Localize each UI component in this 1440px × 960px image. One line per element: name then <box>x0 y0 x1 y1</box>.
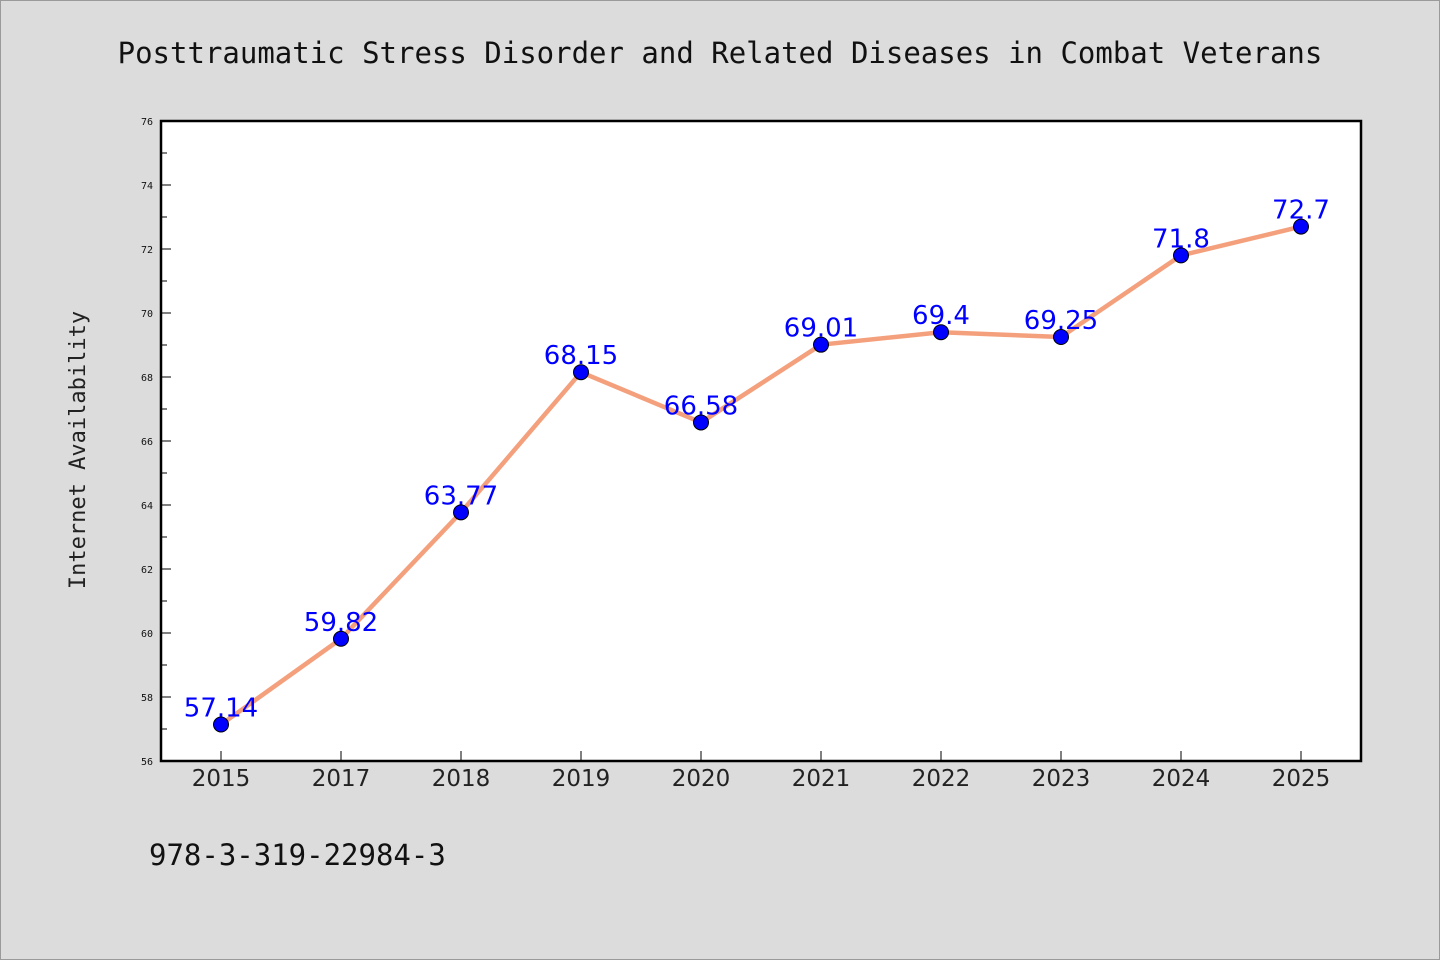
x-tick-label: 2025 <box>1272 766 1331 792</box>
x-tick-label: 2021 <box>792 766 851 792</box>
data-point <box>453 504 469 521</box>
y-tick-label: 58 <box>141 693 153 704</box>
y-tick-label: 72 <box>141 245 153 256</box>
y-tick-label: 68 <box>141 373 153 384</box>
y-tick-label: 62 <box>141 565 153 576</box>
data-point <box>813 336 829 353</box>
data-point <box>333 630 349 647</box>
data-labels: 57.14 59.82 63.77 68.15 66.58 69.01 69.4 69.25 7… <box>184 196 1330 724</box>
data-label: 63.77 <box>424 481 498 511</box>
x-tick-label: 2020 <box>672 766 731 792</box>
x-tick-label: 2019 <box>552 766 611 792</box>
x-tick-label: 2024 <box>1152 766 1211 792</box>
data-point <box>213 716 229 733</box>
y-tick-label: 76 <box>141 117 153 128</box>
data-label: 71.8 <box>1152 224 1210 254</box>
data-label: 72.7 <box>1272 196 1330 226</box>
data-label: 57.14 <box>184 694 258 724</box>
y-tick-label: 64 <box>141 501 153 512</box>
data-point <box>1053 329 1069 345</box>
chart-title: Posttraumatic Stress Disorder and Relate… <box>118 36 1323 70</box>
y-tick-label: 74 <box>141 181 153 192</box>
plot-area <box>159 119 1363 763</box>
data-label: 59.82 <box>304 608 378 638</box>
footer-text: 978-3-319-22984-3 <box>149 838 446 872</box>
y-tick-label: 60 <box>141 629 153 640</box>
y-tick-label: 70 <box>141 309 153 320</box>
y-axis-ticks: 56 58 60 62 64 66 68 70 72 74 76 <box>141 117 171 768</box>
data-point <box>933 324 949 341</box>
x-axis-ticks: 2015 2017 2018 2019 2020 2021 2022 2023 2024 2025 <box>192 751 1331 792</box>
y-tick-label: 56 <box>141 757 153 768</box>
data-label: 69.25 <box>1024 306 1098 336</box>
data-label: 69.4 <box>912 301 970 331</box>
data-point <box>573 364 589 381</box>
data-label: 68.15 <box>544 341 618 371</box>
data-label: 69.01 <box>784 314 858 344</box>
data-label: 66.58 <box>664 391 738 421</box>
y-axis-label: Internet Availability <box>66 311 91 589</box>
x-tick-label: 2022 <box>912 766 971 792</box>
series-line <box>218 224 1304 727</box>
data-point <box>693 414 709 431</box>
data-point <box>1173 247 1189 264</box>
y-tick-label: 66 <box>141 437 153 448</box>
data-point <box>1293 218 1309 235</box>
x-tick-label: 2018 <box>432 766 491 792</box>
x-tick-label: 2015 <box>192 766 251 792</box>
series-layer <box>213 218 1309 733</box>
x-tick-label: 2017 <box>312 766 371 792</box>
x-tick-label: 2023 <box>1032 766 1091 792</box>
